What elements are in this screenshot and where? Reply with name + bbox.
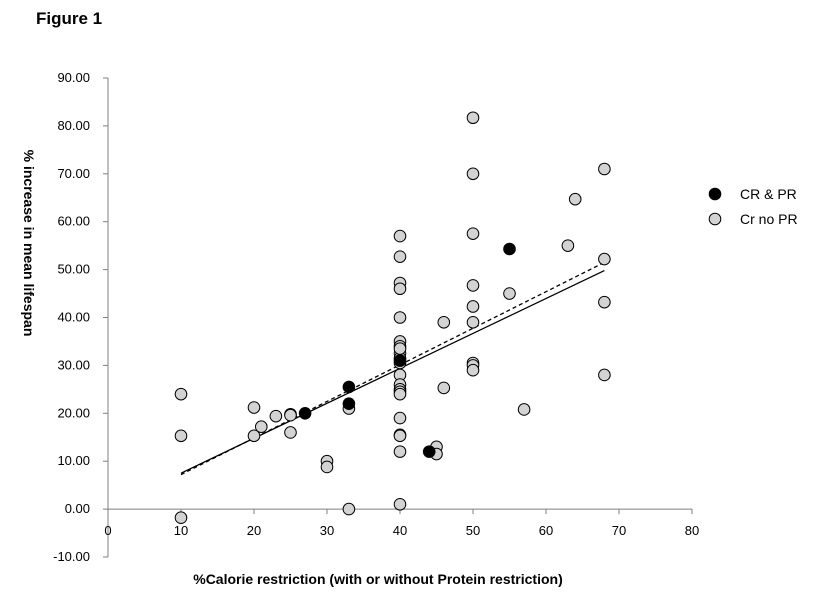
point-cr-no-pr <box>247 429 261 443</box>
point-cr-no-pr <box>393 250 407 263</box>
y-tick-label: 90.00 <box>57 70 90 85</box>
x-tick-label: 70 <box>612 523 626 538</box>
point-cr-no-pr <box>393 342 407 355</box>
point-cr-no-pr <box>437 381 451 395</box>
point-cr-no-pr <box>269 409 283 423</box>
legend-marker-cr-pr <box>708 187 722 201</box>
x-tick-label: 30 <box>320 523 334 538</box>
point-cr-pr <box>342 380 356 394</box>
point-cr-no-pr <box>503 287 516 300</box>
point-cr-no-pr <box>466 167 480 181</box>
legend-marker-cr-no-pr <box>708 212 722 226</box>
point-cr-no-pr <box>393 411 407 425</box>
x-tick-label: 60 <box>539 523 553 538</box>
point-cr-no-pr <box>598 252 611 266</box>
point-cr-no-pr <box>284 426 297 439</box>
x-tick-label: 40 <box>393 523 407 538</box>
point-cr-no-pr <box>174 387 188 401</box>
axes: -10.00 0.00 10.00 20.00 30.00 40.00 50.00 60.00… <box>53 70 699 564</box>
point-cr-no-pr <box>466 363 480 377</box>
y-tick-label: 30.00 <box>57 357 90 372</box>
y-tick-label: 10.00 <box>57 453 90 468</box>
data-points <box>174 111 611 525</box>
point-cr-no-pr <box>598 295 611 309</box>
y-tick-label: 0.00 <box>65 501 90 516</box>
figure-title: Figure 1 <box>36 9 102 28</box>
point-cr-no-pr <box>254 420 268 434</box>
y-tick-label: 40.00 <box>57 310 90 325</box>
point-cr-no-pr <box>393 498 407 511</box>
point-cr-no-pr <box>174 511 188 525</box>
point-cr-no-pr <box>466 111 480 125</box>
point-cr-no-pr <box>517 403 531 416</box>
y-tick-label: 50.00 <box>57 262 90 277</box>
x-tick-label: 10 <box>174 523 188 538</box>
y-tick-label: -10.00 <box>53 549 90 564</box>
point-cr-no-pr <box>466 227 480 240</box>
trendline-dashed <box>180 261 605 476</box>
y-tick-label: 70.00 <box>57 166 90 181</box>
point-cr-no-pr <box>174 429 188 443</box>
point-cr-pr <box>342 397 356 411</box>
x-tick-label: 20 <box>247 523 261 538</box>
point-cr-pr <box>422 445 436 458</box>
point-cr-no-pr <box>393 429 407 443</box>
trendlines <box>180 261 605 476</box>
point-cr-no-pr <box>598 162 611 176</box>
point-cr-no-pr <box>568 192 582 206</box>
y-tick-label: 20.00 <box>57 405 90 420</box>
x-tick-label: 80 <box>685 523 699 538</box>
point-cr-no-pr <box>393 311 407 324</box>
point-cr-pr <box>393 354 407 367</box>
x-tick-label: 0 <box>104 523 111 538</box>
y-tick-label: 80.00 <box>57 118 90 133</box>
point-cr-no-pr <box>437 315 451 329</box>
x-tick-label: 50 <box>466 523 480 538</box>
point-cr-no-pr <box>342 502 356 516</box>
point-cr-no-pr <box>247 401 261 414</box>
legend-label: CR & PR <box>740 186 797 202</box>
point-cr-no-pr <box>598 368 611 382</box>
point-cr-pr <box>298 407 312 420</box>
point-cr-no-pr <box>393 229 407 243</box>
point-cr-no-pr <box>466 315 480 329</box>
point-cr-no-pr <box>393 387 407 401</box>
y-axis-title: % increase in mean lifespan <box>21 150 37 337</box>
y-tick-label: 60.00 <box>57 214 90 229</box>
point-cr-pr <box>503 242 516 256</box>
legend-label: Cr no PR <box>740 211 798 227</box>
point-cr-no-pr <box>466 300 480 313</box>
point-cr-no-pr <box>466 279 480 292</box>
point-cr-no-pr <box>320 460 334 474</box>
point-cr-no-pr <box>393 282 407 296</box>
point-cr-no-pr <box>393 445 407 458</box>
point-cr-no-pr <box>284 408 297 422</box>
x-axis-title: %Calorie restriction (with or without Pr… <box>193 571 562 587</box>
legend: CR & PR Cr no PR <box>708 186 798 227</box>
point-cr-no-pr <box>561 239 575 252</box>
